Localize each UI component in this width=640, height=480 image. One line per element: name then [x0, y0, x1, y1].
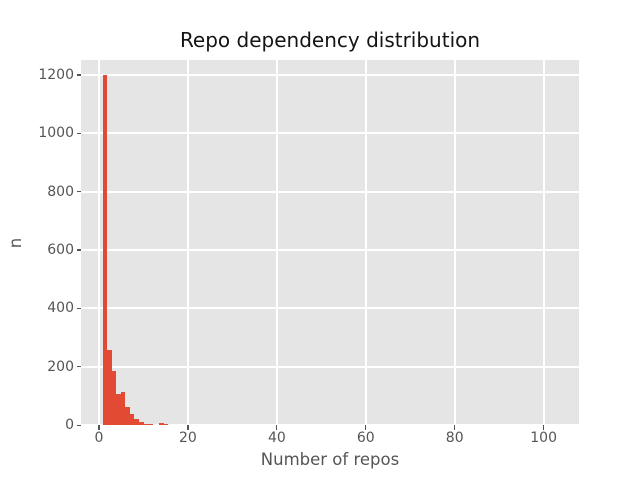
- y-tick-label-200: 200: [47, 358, 74, 375]
- y-tick-label-0: 0: [65, 417, 74, 433]
- y-tick-label-800: 800: [47, 183, 74, 200]
- gridline-x-20: [186, 60, 189, 425]
- x-axis-label: Number of repos: [260, 450, 400, 469]
- gridline-y-1200: [81, 73, 579, 76]
- gridline-x-80: [453, 60, 456, 425]
- y-tick-mark-1000: [76, 132, 81, 134]
- x-tick-mark-0: [98, 425, 100, 430]
- y-tick-mark-1200: [76, 74, 81, 76]
- histogram-bar: [102, 75, 108, 425]
- gridline-y-0: [81, 424, 579, 426]
- x-tick-mark-20: [187, 425, 189, 430]
- gridline-y-1000: [81, 132, 579, 135]
- histogram-bar: [143, 423, 149, 425]
- x-tick-label-40: 40: [267, 430, 286, 446]
- gridline-x-0: [98, 60, 100, 425]
- gridline-x-60: [364, 60, 367, 425]
- gridline-y-200: [81, 365, 579, 368]
- y-tick-label-1200: 1200: [38, 66, 74, 83]
- x-tick-label-60: 60: [356, 430, 375, 446]
- histogram-bar: [163, 423, 169, 425]
- x-tick-label-0: 0: [94, 430, 104, 446]
- histogram-bar: [139, 421, 144, 425]
- histogram-bar: [107, 350, 112, 425]
- histogram-bar: [111, 371, 117, 425]
- x-tick-mark-80: [454, 425, 456, 430]
- gridline-y-600: [81, 248, 579, 251]
- y-tick-label-400: 400: [47, 300, 74, 317]
- chart-title: Repo dependency distribution: [179, 28, 481, 52]
- y-axis-label: n: [6, 237, 25, 249]
- histogram-bar: [125, 407, 130, 425]
- y-tick-label-600: 600: [47, 241, 74, 258]
- y-tick-mark-800: [76, 191, 81, 193]
- x-tick-label-20: 20: [179, 430, 197, 446]
- histogram-bar: [129, 413, 135, 425]
- plot-panel: [81, 60, 579, 426]
- histogram-bar: [120, 392, 126, 425]
- gridline-x-100: [542, 60, 545, 425]
- x-tick-mark-40: [276, 425, 278, 430]
- x-tick-mark-60: [365, 425, 367, 430]
- x-tick-label-100: 100: [530, 430, 558, 446]
- x-tick-mark-100: [543, 425, 545, 430]
- gridline-x-40: [275, 60, 278, 425]
- gridline-y-400: [81, 307, 579, 310]
- y-tick-mark-400: [76, 307, 81, 309]
- histogram-bar: [116, 394, 121, 425]
- y-tick-mark-600: [76, 249, 81, 251]
- y-tick-mark-0: [76, 424, 81, 426]
- histogram-bar: [159, 422, 164, 425]
- histogram-bar: [148, 423, 153, 425]
- histogram-bar: [134, 418, 140, 425]
- y-tick-label-1000: 1000: [38, 125, 74, 142]
- x-tick-label-80: 80: [445, 430, 464, 446]
- y-tick-mark-200: [76, 366, 81, 368]
- gridline-y-800: [81, 190, 579, 193]
